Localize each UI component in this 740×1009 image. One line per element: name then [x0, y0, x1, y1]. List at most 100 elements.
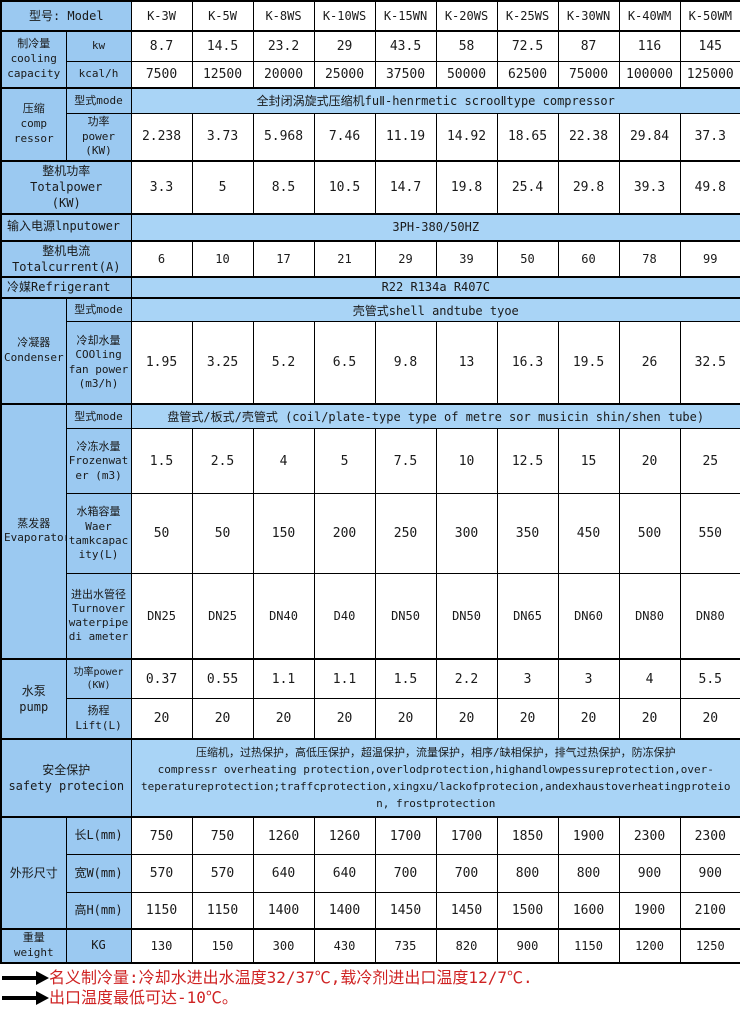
compressor-power-value: 18.65	[496, 112, 559, 162]
weight-value: 735	[374, 927, 437, 964]
frozen-water-value: 7.5	[374, 428, 437, 495]
tank-capacity-value: 50	[191, 493, 254, 575]
condenser-water-value: 1.95	[130, 321, 193, 405]
total-power-value: 14.7	[374, 160, 437, 215]
evaporator-mode-label: 型式mode	[65, 402, 132, 430]
model-header: K-10WS	[313, 0, 376, 32]
frozen-water-value: 2.5	[191, 428, 254, 495]
weight-unit-label: KG	[65, 927, 132, 964]
compressor-power-value: 14.92	[435, 112, 498, 162]
pipe-diameter-value: DN80	[618, 573, 681, 660]
pipe-diameter-value: DN60	[557, 573, 620, 660]
footnotes: 名义制冷量:冷却水进出水温度32/37℃,载冷剂进出口温度12/7℃. 出口温度…	[0, 964, 740, 1007]
total-power-value: 3.3	[130, 160, 193, 215]
compressor-power-value: 22.38	[557, 112, 620, 162]
tank-capacity-value: 150	[252, 493, 315, 575]
pump-power-value: 0.55	[191, 657, 254, 700]
width-value: 640	[252, 854, 315, 894]
kcal-value: 20000	[252, 60, 315, 89]
pump-power-value: 2.2	[435, 657, 498, 700]
refrigerant-row: 冷媒Refrigerant R22 R134a R407C	[0, 275, 740, 299]
width-value: 800	[557, 854, 620, 894]
total-current-value: 60	[557, 239, 620, 278]
kcal-value: 100000	[618, 60, 681, 89]
length-value: 1850	[496, 815, 559, 856]
condenser-water-value: 13	[435, 321, 498, 405]
pump-power-value: 1.1	[252, 657, 315, 700]
condenser-water-value: 5.2	[252, 321, 315, 405]
total-current-value: 99	[679, 239, 740, 278]
kw-value: 43.5	[374, 30, 437, 62]
height-value: 1150	[130, 892, 193, 930]
kw-value: 87	[557, 30, 620, 62]
length-value: 1700	[374, 815, 437, 856]
length-value: 750	[130, 815, 193, 856]
height-label: 高H(mm)	[65, 892, 132, 930]
pump-lift-value: 20	[679, 698, 740, 740]
pump-power-row: 水泵 pump 功率power (KW) 0.37 0.55 1.1 1.1 1…	[0, 657, 740, 740]
compressor-power-value: 5.968	[252, 112, 315, 162]
model-header: K-25WS	[496, 0, 559, 32]
total-power-value: 5	[191, 160, 254, 215]
pump-lift-value: 20	[557, 698, 620, 740]
refrigerant-value: R22 R134a R407C	[130, 275, 740, 299]
frozen-water-value: 4	[252, 428, 315, 495]
kw-value: 14.5	[191, 30, 254, 62]
model-header: K-3W	[130, 0, 193, 32]
width-value: 700	[374, 854, 437, 894]
kcal-value: 125000	[679, 60, 740, 89]
compressor-power-value: 11.19	[374, 112, 437, 162]
condenser-mode-label: 型式mode	[65, 296, 132, 323]
weight-value: 150	[191, 927, 254, 964]
frozen-water-row: 冷冻水量 Frozenwat er (m3) 1.5 2.5 4 5 7.5 1…	[1, 428, 740, 495]
total-power-value: 10.5	[313, 160, 376, 215]
pump-power-value: 5.5	[679, 657, 740, 700]
height-value: 1450	[435, 892, 498, 930]
cooling-kcal-row: kcal/h 7500 12500 20000 25000 37500 5000…	[1, 60, 740, 89]
total-current-value: 10	[191, 239, 254, 278]
tank-capacity-value: 450	[557, 493, 620, 575]
pipe-diameter-value: DN50	[374, 573, 437, 660]
total-current-value: 50	[496, 239, 559, 278]
compressor-power-value: 7.46	[313, 112, 376, 162]
condenser-water-value: 19.5	[557, 321, 620, 405]
width-value: 800	[496, 854, 559, 894]
weight-label: 重量 weight	[0, 927, 67, 964]
pump-lift-value: 20	[191, 698, 254, 740]
width-label: 宽W(mm)	[65, 854, 132, 894]
condenser-water-value: 16.3	[496, 321, 559, 405]
pump-lift-value: 20	[130, 698, 193, 740]
height-value: 1900	[618, 892, 681, 930]
kw-value: 8.7	[130, 30, 193, 62]
pump-lift-value: 20	[252, 698, 315, 740]
footnote-text: 名义制冷量:冷却水进出水温度32/37℃,载冷剂进出口温度12/7℃.	[49, 967, 533, 987]
pipe-diameter-label: 进出水管径 Turnover waterpipe di ameter	[65, 573, 132, 660]
condenser-water-value: 26	[618, 321, 681, 405]
pump-lift-value: 20	[618, 698, 681, 740]
total-power-value: 8.5	[252, 160, 315, 215]
model-header: K-20WS	[435, 0, 498, 32]
compressor-section-label: 压缩 comp ressor	[0, 87, 67, 162]
footnote-line: 名义制冷量:冷却水进出水温度32/37℃,载冷剂进出口温度12/7℃.	[2, 967, 740, 987]
pump-lift-label: 扬程 Lift(L)	[65, 698, 132, 740]
condenser-mode-row: 冷凝器 Condenser 型式mode 壳管式shell andtube ty…	[0, 296, 740, 405]
kw-value: 72.5	[496, 30, 559, 62]
pipe-diameter-value: DN40	[252, 573, 315, 660]
model-header: K-8WS	[252, 0, 315, 32]
pump-power-value: 1.1	[313, 657, 376, 700]
footnote-text: 出口温度最低可达-10℃。	[49, 987, 238, 1007]
frozen-water-value: 20	[618, 428, 681, 495]
model-header: K-30WN	[557, 0, 620, 32]
tank-capacity-row: 水箱容量 Waer tamkcapac ity(L) 50 50 150 200…	[1, 493, 740, 575]
width-value: 640	[313, 854, 376, 894]
total-current-row: 整机电流 Totalcurrent(A) 6 10 17 21 29 39 50…	[0, 239, 740, 278]
pump-power-value: 0.37	[130, 657, 193, 700]
footnote-line: 出口温度最低可达-10℃。	[2, 987, 740, 1007]
pump-lift-value: 20	[313, 698, 376, 740]
height-value: 1150	[191, 892, 254, 930]
frozen-water-value: 1.5	[130, 428, 193, 495]
compressor-power-value: 3.73	[191, 112, 254, 162]
kw-value: 145	[679, 30, 740, 62]
total-current-value: 29	[374, 239, 437, 278]
weight-value: 130	[130, 927, 193, 964]
